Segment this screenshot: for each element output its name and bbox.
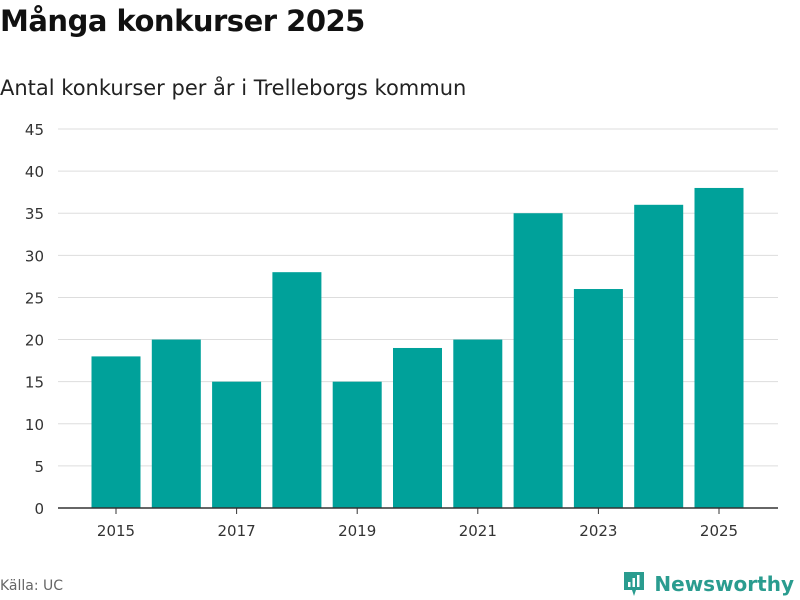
chart-subtitle: Antal konkurser per år i Trelleborgs kom… — [0, 76, 467, 100]
x-tick-label: 2025 — [700, 522, 738, 540]
bars — [91, 187, 744, 509]
y-tick-label: 0 — [34, 500, 44, 518]
x-tick-label: 2023 — [579, 522, 617, 540]
source-note: Källa: UC — [0, 578, 64, 594]
bar — [634, 204, 684, 509]
y-tick-label: 35 — [25, 205, 44, 223]
newsworthy-logo-icon — [624, 572, 645, 596]
x-tick-label: 2021 — [459, 522, 497, 540]
bar — [694, 187, 744, 508]
y-tick-label: 5 — [34, 458, 44, 476]
y-tick-label: 40 — [25, 163, 44, 181]
y-tick-label: 15 — [25, 374, 44, 392]
y-tick-label: 30 — [25, 247, 44, 265]
bar — [212, 381, 262, 508]
x-tick-label: 2019 — [338, 522, 376, 540]
y-axis-labels: 0 5 10 15 20 25 30 35 40 45 — [25, 121, 44, 518]
bar — [573, 289, 623, 508]
x-tick-label: 2017 — [218, 522, 256, 540]
x-tick-label: 2015 — [97, 522, 135, 540]
y-tick-label: 10 — [25, 416, 44, 434]
bar — [332, 381, 382, 508]
y-tick-label: 20 — [25, 332, 44, 350]
bar — [272, 272, 322, 508]
bar — [453, 339, 503, 508]
bar — [151, 339, 201, 508]
chart-title: Många konkurser 2025 — [0, 4, 365, 38]
y-tick-label: 45 — [25, 121, 44, 139]
x-axis: 2015 2017 2019 2021 2023 2025 — [58, 507, 778, 540]
bar — [513, 213, 563, 508]
bar — [91, 356, 141, 508]
y-tick-label: 25 — [25, 289, 44, 307]
brand-logo[interactable]: Newsworthy — [622, 570, 794, 598]
brand-name: Newsworthy — [654, 572, 794, 596]
bar — [393, 347, 442, 508]
